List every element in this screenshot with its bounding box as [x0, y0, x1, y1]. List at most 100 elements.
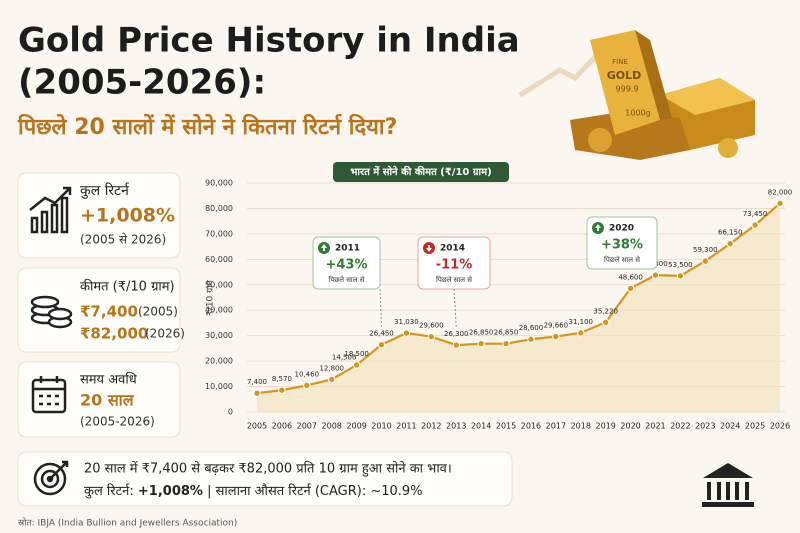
bar [660, 78, 755, 115]
x-tick-label: 2011 [396, 422, 416, 431]
target-icon [33, 460, 69, 496]
summary-text: 20 साल में ₹7,400 से बढ़कर ₹82,000 प्रति… [84, 461, 452, 478]
area [257, 203, 780, 412]
y-tick-label: 30,000 [205, 331, 233, 340]
card-note: (2005 से 2026) [80, 233, 166, 247]
value-label: 12,800 [319, 364, 344, 372]
point [352, 361, 361, 369]
x-tick-label: 2019 [595, 422, 615, 431]
y-tick-label: 0 [228, 408, 233, 417]
point [701, 257, 709, 265]
x-tick-label: 2015 [496, 422, 516, 431]
y-tick-label: 90,000 [205, 179, 233, 188]
card-label: कुल रिटर्न [80, 182, 130, 199]
point [751, 221, 759, 229]
y-tick-label: 40,000 [205, 306, 233, 315]
callout-arrow [595, 224, 601, 231]
chart-title: भारत में सोने की कीमत (₹/10 ग्राम) [350, 165, 491, 178]
card-label: समय अवधि [80, 372, 138, 388]
point [402, 329, 411, 337]
chart-icon [29, 186, 72, 234]
value-label: 53,500 [668, 261, 693, 269]
point [502, 339, 510, 348]
bar-text: GOLD [607, 69, 642, 82]
point [626, 284, 635, 293]
callout-year: 2011 [335, 244, 360, 254]
point [303, 381, 311, 390]
y-tick-label: 20,000 [205, 357, 233, 366]
card-value: +1,008% [80, 205, 175, 227]
callout-arrow [426, 245, 432, 252]
card-note: (2005-2026) [80, 415, 155, 429]
title: Gold Price History in India [18, 21, 520, 61]
icon-bar [50, 203, 59, 234]
value-label: 26,850 [494, 329, 519, 337]
callout-change: +38% [601, 238, 643, 253]
point [676, 272, 685, 280]
value-label: 31,030 [394, 318, 419, 326]
callout-year: 2014 [440, 244, 465, 254]
gold-illustration: FINE GOLD 999.9 1000g [518, 30, 755, 160]
chart-title-badge [333, 162, 509, 182]
icon-coin [30, 295, 60, 309]
icon-dots [39, 394, 59, 406]
calendar-icon [31, 376, 67, 414]
callout-arrow [321, 244, 327, 251]
arrow [518, 50, 602, 98]
icon-pillar [726, 482, 730, 500]
icon-ring [33, 462, 67, 496]
icon-arrow [49, 460, 69, 480]
callout-box [586, 216, 658, 270]
value-label: 31,100 [569, 318, 594, 326]
x-tick-label: 2025 [745, 422, 765, 431]
value-label: 35,220 [593, 307, 618, 315]
x-tick-label: 2023 [695, 422, 715, 431]
point [452, 341, 460, 349]
bar-text: FINE [612, 58, 628, 66]
icon-pillar [745, 482, 749, 500]
point [601, 318, 610, 327]
callout-note: पिछले साल से [329, 275, 365, 284]
bar [590, 30, 660, 135]
value-label: 28,600 [519, 324, 544, 332]
value-label: 29,660 [544, 322, 569, 330]
coin [588, 128, 612, 152]
line [256, 202, 781, 395]
summary-part: | सालाना औसत रिटर्न (CAGR): ~10.9% [203, 483, 423, 499]
icon-pillar [735, 482, 739, 500]
value-label: 66,150 [718, 229, 743, 237]
point [651, 271, 660, 279]
x-tick-label: 2018 [571, 422, 591, 431]
card [17, 172, 181, 259]
value-label: 26,850 [469, 329, 494, 337]
callout-box [312, 236, 381, 290]
value-label: 59,300 [693, 246, 718, 254]
y-tick-label: 70,000 [205, 229, 233, 238]
icon-frame [31, 378, 67, 414]
point [552, 332, 560, 341]
x-tick-label: 2007 [297, 422, 317, 431]
x-tick-label: 2020 [620, 422, 640, 431]
icon-roof [703, 463, 753, 478]
bar [635, 30, 672, 120]
callout-change: -11% [436, 258, 473, 273]
title: (2005-2026): [18, 63, 266, 103]
summary-box [17, 451, 513, 507]
value-label: 8,570 [272, 375, 292, 383]
y-tick-label: 10,000 [205, 382, 233, 391]
y-tick-label: 60,000 [205, 255, 233, 264]
x-tick-label: 2008 [322, 422, 342, 431]
x-tick-label: 2006 [272, 422, 292, 431]
value-label: 26,300 [444, 330, 469, 338]
callout-note: पिछले साल से [436, 275, 472, 284]
point [278, 386, 286, 394]
x-tick-label: 2005 [247, 422, 267, 431]
value-label: 18,500 [344, 350, 369, 358]
icon-coin [47, 307, 73, 321]
icon-bar [60, 196, 69, 234]
card-label: कीमत (₹/10 ग्राम) [80, 279, 175, 295]
x-tick-label: 2009 [346, 422, 366, 431]
icon-bar [40, 210, 49, 234]
x-tick-label: 2024 [720, 422, 740, 431]
